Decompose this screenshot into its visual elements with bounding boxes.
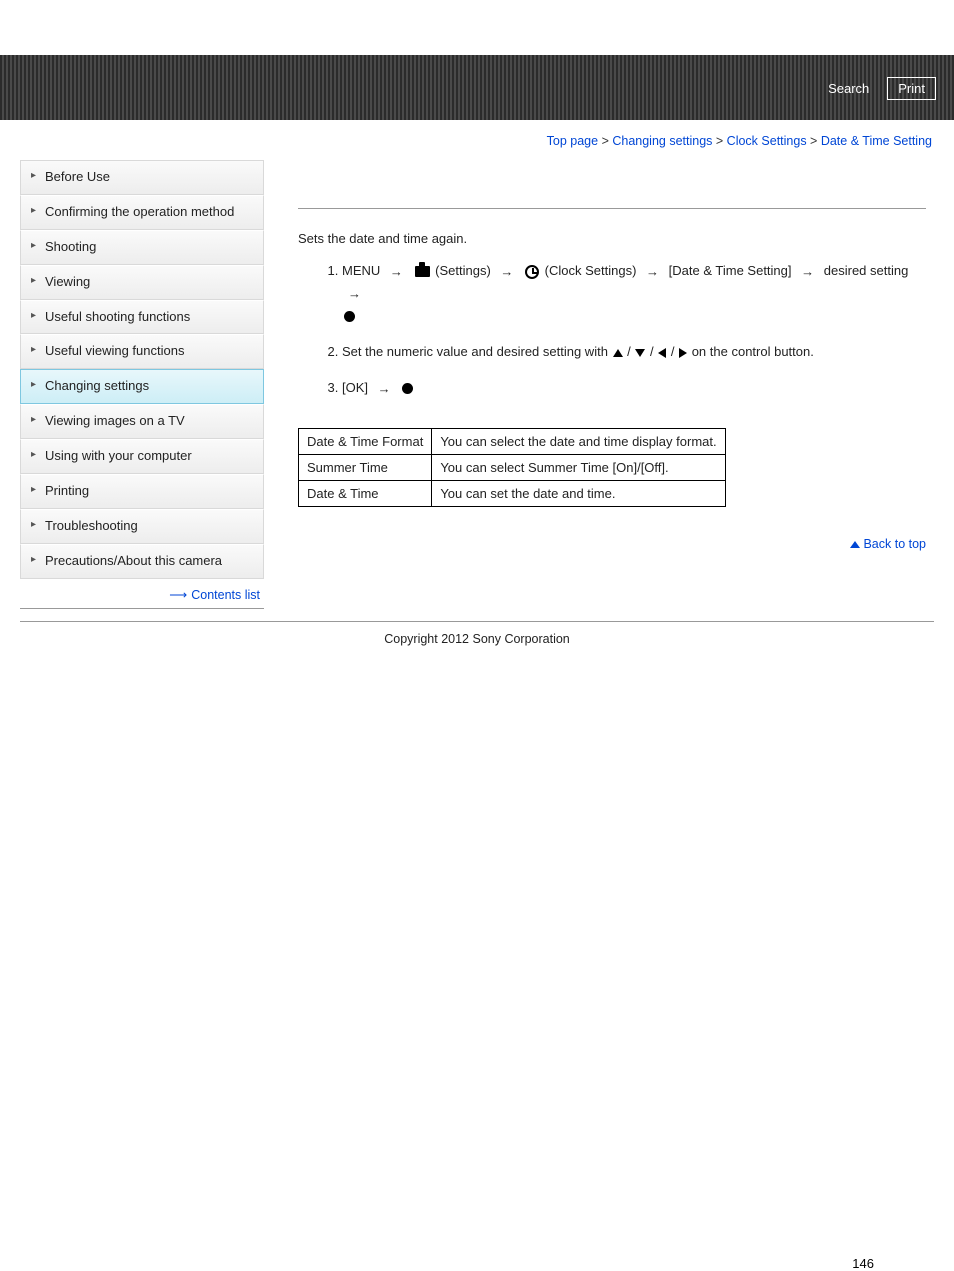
arrow-right-icon: → xyxy=(500,264,513,279)
sidebar-item-changing-settings[interactable]: Changing settings xyxy=(20,369,264,404)
main-content: Sets the date and time again. MENU → (Se… xyxy=(264,160,934,609)
table-cell: Date & Time Format xyxy=(299,429,432,455)
arrow-right-icon: → xyxy=(801,264,814,279)
table-cell: Summer Time xyxy=(299,455,432,481)
table-cell: You can select Summer Time [On]/[Off]. xyxy=(432,455,725,481)
breadcrumb: Top page > Changing settings > Clock Set… xyxy=(0,120,954,148)
breadcrumb-link-3[interactable]: Date & Time Setting xyxy=(821,134,932,148)
sidebar-item-viewing-tv[interactable]: Viewing images on a TV xyxy=(20,404,264,439)
breadcrumb-sep: > xyxy=(598,134,612,148)
step1-menu: MENU xyxy=(342,263,380,278)
back-to-top: Back to top xyxy=(298,537,926,551)
breadcrumb-sep: > xyxy=(712,134,726,148)
print-button[interactable]: Print xyxy=(887,77,936,100)
header-buttons: Search Print xyxy=(818,77,936,100)
step1-settings-label: (Settings) xyxy=(435,263,491,278)
step-1: MENU → (Settings) → (Clock Settings) → [… xyxy=(342,260,926,327)
step2-pre: Set the numeric value and desired settin… xyxy=(342,344,612,359)
arrow-right-icon: → xyxy=(646,264,659,279)
sidebar: Before Use Confirming the operation meth… xyxy=(20,160,264,609)
settings-icon xyxy=(415,266,430,277)
center-dot-icon xyxy=(402,383,413,394)
sidebar-item-useful-shooting[interactable]: Useful shooting functions xyxy=(20,300,264,335)
step1-datetime: [Date & Time Setting] xyxy=(669,263,792,278)
sidebar-item-computer[interactable]: Using with your computer xyxy=(20,439,264,474)
step-2: Set the numeric value and desired settin… xyxy=(342,341,926,363)
sidebar-item-precautions[interactable]: Precautions/About this camera xyxy=(20,544,264,579)
step1-desired: desired setting xyxy=(824,263,909,278)
triangle-up-icon xyxy=(850,541,860,548)
sidebar-item-useful-viewing[interactable]: Useful viewing functions xyxy=(20,334,264,369)
sidebar-item-troubleshooting[interactable]: Troubleshooting xyxy=(20,509,264,544)
breadcrumb-link-0[interactable]: Top page xyxy=(547,134,598,148)
page-number: 146 xyxy=(0,1256,954,1271)
header-bar: Search Print xyxy=(0,55,954,120)
step2-post: on the control button. xyxy=(692,344,814,359)
arrow-right-long-icon: ⟶ xyxy=(169,588,187,602)
contents-list-link[interactable]: Contents list xyxy=(191,588,260,602)
arrow-right-icon: → xyxy=(348,286,361,301)
contents-list-wrap: ⟶ Contents list xyxy=(20,579,264,609)
step3-ok: [OK] xyxy=(342,380,368,395)
settings-table: Date & Time Format You can select the da… xyxy=(298,428,726,507)
sidebar-item-printing[interactable]: Printing xyxy=(20,474,264,509)
triangle-right-icon xyxy=(679,348,687,358)
table-cell: You can select the date and time display… xyxy=(432,429,725,455)
clock-icon xyxy=(525,265,539,279)
copyright: Copyright 2012 Sony Corporation xyxy=(20,621,934,676)
center-dot-icon xyxy=(344,311,355,322)
main-container: Before Use Confirming the operation meth… xyxy=(0,160,954,609)
triangle-left-icon xyxy=(658,348,666,358)
divider xyxy=(298,208,926,209)
intro-text: Sets the date and time again. xyxy=(298,231,926,246)
sidebar-item-shooting[interactable]: Shooting xyxy=(20,230,264,265)
back-to-top-link[interactable]: Back to top xyxy=(863,537,926,551)
breadcrumb-link-2[interactable]: Clock Settings xyxy=(727,134,807,148)
table-row: Date & Time Format You can select the da… xyxy=(299,429,726,455)
steps-list: MENU → (Settings) → (Clock Settings) → [… xyxy=(298,260,926,400)
table-cell: You can set the date and time. xyxy=(432,481,725,507)
arrow-right-icon: → xyxy=(378,381,391,396)
table-row: Summer Time You can select Summer Time [… xyxy=(299,455,726,481)
search-button[interactable]: Search xyxy=(818,77,879,100)
triangle-down-icon xyxy=(635,349,645,357)
sidebar-item-before-use[interactable]: Before Use xyxy=(20,160,264,195)
table-cell: Date & Time xyxy=(299,481,432,507)
triangle-up-icon xyxy=(613,349,623,357)
table-row: Date & Time You can set the date and tim… xyxy=(299,481,726,507)
sidebar-item-confirming[interactable]: Confirming the operation method xyxy=(20,195,264,230)
arrow-right-icon: → xyxy=(390,264,403,279)
sidebar-item-viewing[interactable]: Viewing xyxy=(20,265,264,300)
step-3: [OK] → xyxy=(342,377,926,400)
step1-clock-label: (Clock Settings) xyxy=(545,263,637,278)
breadcrumb-link-1[interactable]: Changing settings xyxy=(612,134,712,148)
breadcrumb-sep: > xyxy=(807,134,821,148)
